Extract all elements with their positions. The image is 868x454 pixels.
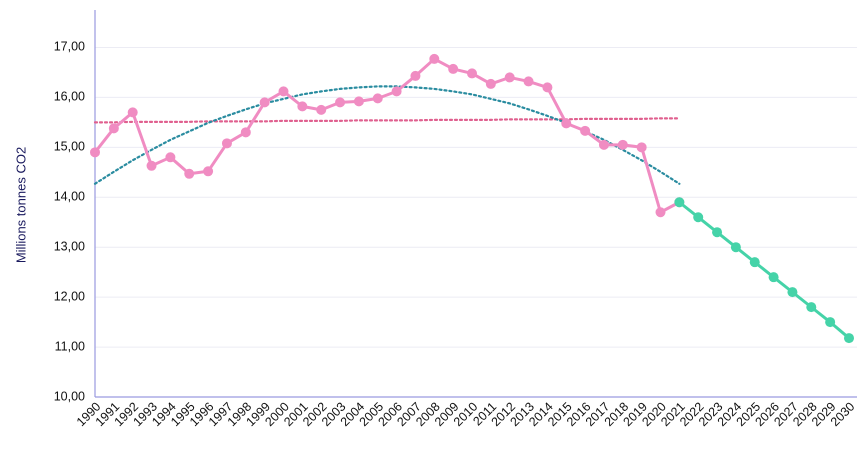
data-point [712, 227, 723, 238]
data-point [240, 127, 251, 138]
data-point [561, 118, 572, 129]
data-point [372, 93, 383, 104]
data-point [730, 242, 741, 253]
data-point [636, 142, 647, 153]
data-point [467, 68, 477, 79]
data-point [523, 76, 534, 87]
data-point [674, 197, 685, 208]
data-point [806, 302, 817, 313]
data-point [353, 96, 364, 107]
data-point [108, 123, 119, 134]
data-point [598, 139, 609, 150]
y-tick-label: 13,00 [54, 239, 85, 253]
y-tick-label: 11,00 [55, 339, 85, 353]
data-point [297, 101, 308, 112]
data-point [844, 333, 854, 344]
y-axis-label: Millions tonnes CO2 [13, 147, 28, 263]
data-point [693, 212, 704, 223]
data-point [429, 53, 440, 64]
data-point [768, 272, 779, 283]
data-point [448, 63, 459, 74]
data-point [504, 72, 515, 83]
y-tick-label: 12,00 [54, 289, 85, 303]
data-point [184, 168, 195, 179]
data-point [278, 86, 289, 97]
data-point [391, 86, 402, 97]
data-point [221, 138, 232, 149]
data-point [90, 147, 100, 158]
trend-line [93, 117, 681, 124]
data-point [787, 287, 798, 298]
data-point [617, 139, 628, 150]
data-point [146, 160, 157, 171]
data-point [410, 70, 421, 81]
data-point [655, 207, 666, 218]
data-point [485, 78, 496, 89]
data-line [93, 57, 681, 214]
data-point [335, 97, 346, 108]
data-point [203, 166, 214, 177]
data-point [165, 152, 176, 163]
data-point [749, 257, 760, 268]
y-tick-label: 14,00 [54, 190, 85, 204]
data-point [542, 82, 553, 93]
y-tick-label: 10,00 [54, 389, 85, 403]
y-tick-label: 17,00 [54, 40, 85, 54]
data-point [259, 97, 270, 108]
data-point [316, 104, 327, 115]
y-tick-label: 15,00 [54, 140, 85, 154]
data-point [127, 107, 138, 118]
data-point [825, 317, 836, 328]
data-line [677, 200, 851, 340]
y-tick-label: 16,00 [54, 90, 85, 104]
data-point [580, 125, 591, 136]
trend-line [93, 85, 681, 185]
